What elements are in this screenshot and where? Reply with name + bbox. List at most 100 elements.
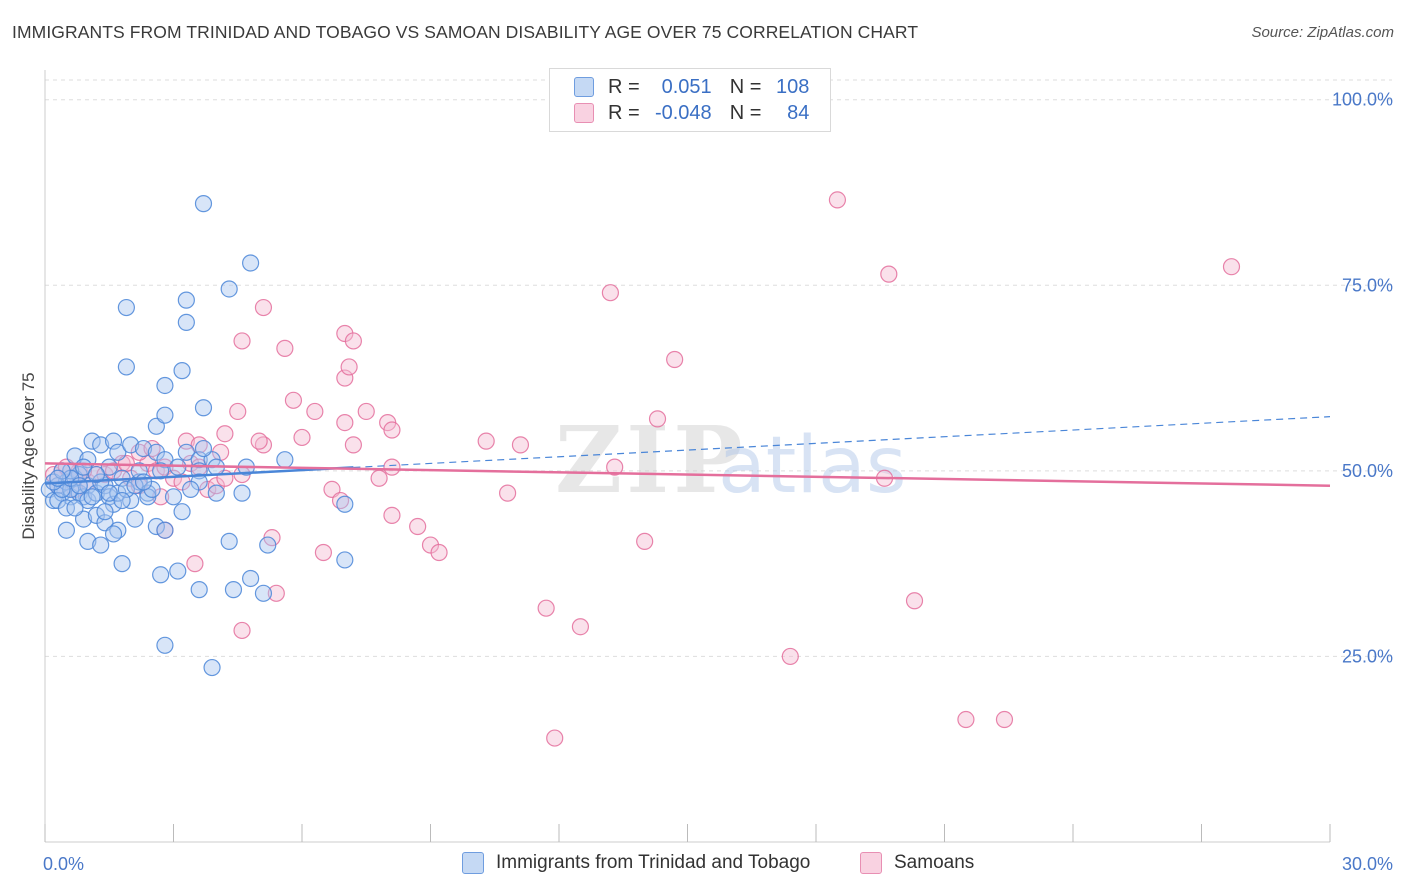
data-point-trinidad (156, 636, 174, 654)
legend-r-value: -0.048 (654, 101, 712, 124)
data-point-trinidad (156, 451, 174, 469)
data-point-samoan (546, 729, 564, 747)
data-point-trinidad (134, 473, 153, 491)
data-point-trinidad (190, 581, 208, 599)
series-legend: Immigrants from Trinidad and Tobago Samo… (0, 852, 1406, 878)
watermark-zip: ZIP (555, 406, 746, 514)
legend-n-value: 84 (787, 101, 810, 124)
data-point-samoan (880, 265, 898, 283)
data-point-trinidad (336, 495, 354, 513)
data-point-samoan (229, 402, 247, 421)
data-point-trinidad (177, 291, 195, 309)
data-point-samoan (216, 425, 234, 443)
data-point-trinidad (194, 439, 213, 458)
data-point-samoan (186, 555, 204, 573)
legend-n-value: 108 (776, 75, 810, 98)
data-point-trinidad (164, 488, 183, 506)
y-tick-label: 50.0% (1342, 461, 1393, 481)
data-points (40, 191, 1241, 747)
data-point-samoan (383, 506, 401, 524)
data-point-trinidad (259, 536, 277, 554)
data-point-trinidad (113, 555, 131, 573)
data-point-trinidad (87, 465, 106, 484)
y-tick-label: 75.0% (1342, 275, 1393, 295)
data-point-samoan (284, 391, 303, 409)
data-point-samoan (477, 432, 495, 450)
legend-row-pink: R = -0.048 N = 84 (574, 100, 809, 126)
data-point-trinidad (92, 436, 110, 454)
data-point-samoan (499, 484, 517, 502)
data-point-trinidad (79, 532, 97, 550)
data-point-trinidad (177, 313, 195, 331)
trend-line-trinidad-solid (44, 466, 354, 485)
legend-swatch-pink (574, 103, 594, 123)
data-point-trinidad (336, 551, 354, 569)
data-point-trinidad (117, 298, 135, 317)
data-point-trinidad (194, 399, 213, 417)
legend-r-label: R = (608, 101, 640, 124)
legend-row-blue: R = 0.051 N = 108 (574, 74, 809, 100)
data-point-trinidad (173, 503, 191, 521)
data-point-trinidad (70, 477, 88, 495)
data-point-trinidad (233, 484, 251, 502)
data-point-samoan (383, 458, 401, 476)
series-swatch-blue (462, 852, 484, 874)
correlation-legend: R = 0.051 N = 108 R = -0.048 N = 84 (549, 68, 831, 132)
y-axis-title: Disability Age Over 75 (19, 372, 38, 539)
data-point-trinidad (177, 443, 195, 461)
data-point-samoan (357, 402, 375, 421)
data-point-samoan (233, 332, 251, 350)
data-point-samoan (636, 532, 654, 550)
axes (44, 70, 1331, 843)
data-point-trinidad (182, 480, 200, 499)
trend-lines (44, 416, 1331, 487)
data-point-samoan (336, 369, 354, 387)
series-legend-label: Immigrants from Trinidad and Tobago (496, 852, 811, 873)
data-point-samoan (905, 592, 924, 610)
data-point-samoan (306, 402, 324, 421)
data-point-trinidad (156, 521, 174, 539)
data-point-trinidad (104, 525, 123, 543)
data-point-samoan (537, 599, 555, 617)
data-point-samoan (344, 332, 362, 350)
data-point-trinidad (254, 584, 273, 602)
data-point-trinidad (152, 566, 170, 584)
data-point-trinidad (194, 195, 213, 213)
data-point-samoan (957, 710, 975, 729)
data-point-samoan (666, 350, 684, 369)
data-point-trinidad (242, 254, 260, 272)
data-point-samoan (430, 543, 448, 562)
data-point-samoan (254, 298, 273, 317)
x-tick-label: 30.0% (1342, 854, 1393, 874)
legend-r-label: R = (608, 75, 640, 98)
data-point-samoan (571, 618, 590, 636)
data-point-samoan (606, 458, 624, 476)
chart-title: IMMIGRANTS FROM TRINIDAD AND TOBAGO VS S… (12, 22, 919, 42)
legend-n-label: N = (729, 75, 762, 98)
data-point-trinidad (83, 488, 101, 506)
data-point-trinidad (156, 406, 174, 424)
data-point-trinidad (173, 362, 191, 380)
data-point-trinidad (220, 280, 238, 298)
x-tick-label: 0.0% (43, 854, 84, 874)
legend-r-value: 0.051 (661, 75, 712, 98)
data-point-trinidad (100, 458, 118, 476)
data-point-trinidad (207, 484, 225, 502)
data-point-trinidad (57, 521, 76, 539)
data-point-samoan (276, 339, 294, 357)
data-point-trinidad (224, 581, 243, 599)
trend-line-samoan (44, 462, 1331, 487)
trend-line-trinidad-dashed (353, 416, 1331, 469)
data-point-trinidad (242, 569, 260, 588)
data-point-trinidad (66, 499, 84, 517)
data-point-samoan (336, 413, 354, 432)
data-point-trinidad (152, 462, 170, 480)
data-point-samoan (314, 543, 333, 562)
data-point-samoan (293, 428, 311, 447)
legend-swatch-blue (574, 77, 594, 97)
data-point-samoan (781, 647, 799, 666)
data-point-trinidad (220, 532, 238, 550)
legend-n-label: N = (729, 101, 762, 124)
data-point-trinidad (169, 562, 187, 580)
